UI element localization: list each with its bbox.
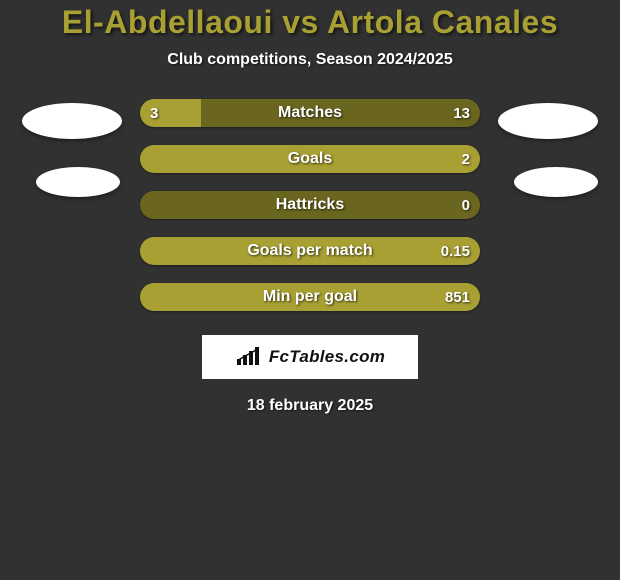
footer-date: 18 february 2025 [247, 397, 373, 415]
player-left-oval-1 [22, 103, 122, 139]
stat-bar: Goals2 [140, 145, 480, 173]
brand-text: FcTables.com [269, 347, 385, 367]
brand-chart-icon [235, 347, 263, 367]
brand-badge: FcTables.com [202, 335, 418, 379]
bar-segment-full [140, 145, 480, 173]
stat-bar: Hattricks0 [140, 191, 480, 219]
stats-row: 3Matches13 Goals2 Hattricks0 Goals per matc… [0, 99, 620, 311]
player-right-oval-1 [498, 103, 598, 139]
bar-segment-full [140, 191, 480, 219]
right-ovals [498, 99, 598, 197]
page-subtitle: Club competitions, Season 2024/2025 [167, 51, 452, 69]
stat-bar: Min per goal851 [140, 283, 480, 311]
left-ovals [22, 99, 122, 197]
player-left-oval-2 [36, 167, 120, 197]
bar-segment-full [140, 283, 480, 311]
comparison-infographic: El-Abdellaoui vs Artola Canales Club com… [0, 0, 620, 415]
page-title: El-Abdellaoui vs Artola Canales [62, 4, 558, 41]
stat-bars: 3Matches13 Goals2 Hattricks0 Goals per matc… [140, 99, 480, 311]
bar-segment-left [140, 99, 201, 127]
stat-bar: Goals per match0.15 [140, 237, 480, 265]
player-right-oval-2 [514, 167, 598, 197]
bar-segment-full [140, 237, 480, 265]
bar-segment-right [201, 99, 480, 127]
stat-bar: 3Matches13 [140, 99, 480, 127]
